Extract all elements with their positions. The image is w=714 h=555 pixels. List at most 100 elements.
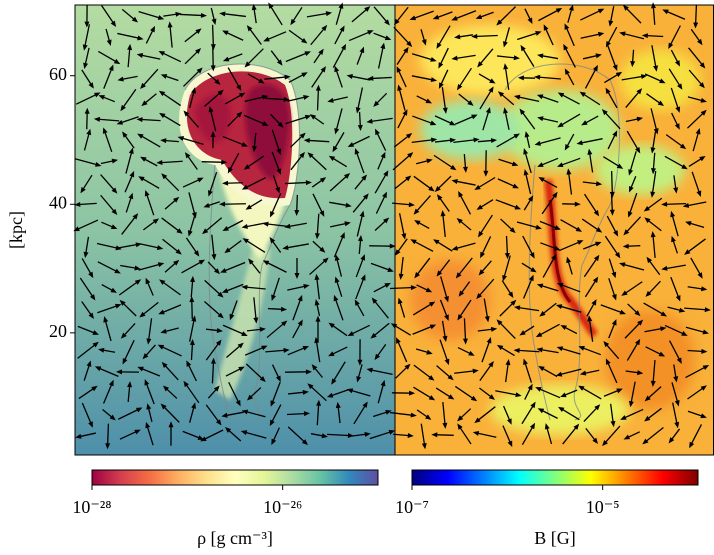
field-arrow <box>333 234 345 258</box>
arrow-head <box>304 51 311 56</box>
arrow-head <box>345 202 352 208</box>
arrow-head <box>307 152 314 159</box>
field-arrow <box>226 428 242 442</box>
arrow-head <box>628 169 634 176</box>
arrow-head <box>321 24 328 32</box>
arrow-head <box>280 306 288 312</box>
field-arrow <box>118 243 140 249</box>
arrow-head <box>478 269 485 276</box>
arrow-head <box>653 128 659 135</box>
arrow-head <box>527 383 533 391</box>
arrow-head <box>297 294 303 302</box>
arrow-head <box>578 385 585 391</box>
field-arrow <box>189 89 195 109</box>
field-arrow <box>316 87 320 111</box>
arrow-head <box>670 210 676 218</box>
arrow-head <box>387 267 394 272</box>
field-arrow <box>559 283 581 293</box>
field-arrow <box>539 157 559 167</box>
arrow-head <box>211 18 217 25</box>
arrow-head <box>410 285 417 291</box>
field-arrow <box>375 194 387 214</box>
arrow-head <box>645 290 652 297</box>
field-arrow <box>104 318 112 342</box>
arrow-head <box>161 173 168 180</box>
field-arrow <box>628 192 638 216</box>
arrow-head <box>168 421 174 428</box>
arrow-head <box>144 189 150 197</box>
field-arrow <box>222 261 246 273</box>
arrow-head <box>160 328 167 334</box>
arrow-head <box>564 68 570 75</box>
arrow-head <box>673 376 679 383</box>
arrow-head <box>592 437 599 445</box>
arrow-head <box>595 53 602 59</box>
field-arrow <box>436 175 452 191</box>
arrow-head <box>539 310 546 317</box>
field-arrow <box>540 366 558 378</box>
arrow-head <box>132 213 139 220</box>
arrow-head <box>634 338 641 346</box>
field-arrow <box>201 161 225 163</box>
arrow-head <box>216 327 223 333</box>
arrow-head <box>609 209 615 216</box>
field-arrow <box>244 410 266 418</box>
arrow-head <box>334 276 340 283</box>
arrow-head <box>657 100 665 107</box>
field-arrow <box>285 115 309 125</box>
field-arrow <box>564 46 576 68</box>
arrow-head <box>347 433 354 438</box>
field-arrow <box>208 171 218 195</box>
arrow-head <box>189 296 195 303</box>
field-arrow <box>481 339 491 363</box>
field-arrow <box>581 218 601 232</box>
field-arrow <box>330 222 348 228</box>
field-arrow <box>98 50 118 64</box>
arrow-head <box>115 245 122 251</box>
arrow-head <box>444 314 449 321</box>
field-arrow <box>580 346 602 356</box>
arrow-head <box>227 167 233 174</box>
field-arrow <box>265 223 287 227</box>
field-arrow <box>644 427 664 443</box>
arrow-head <box>630 60 636 68</box>
arrow-head <box>535 332 543 338</box>
field-arrow <box>671 382 679 404</box>
arrow-head <box>627 211 633 218</box>
field-arrow <box>369 430 393 440</box>
arrow-head <box>224 426 232 433</box>
arrow-head <box>361 174 368 181</box>
field-arrow <box>185 237 199 255</box>
field-arrow <box>332 361 346 383</box>
field-arrow <box>253 297 257 321</box>
field-arrow <box>188 216 196 234</box>
field-arrow <box>370 76 392 80</box>
arrow-head <box>389 243 396 249</box>
arrow-head <box>197 177 204 183</box>
arrow-head <box>644 395 651 402</box>
arrow-head <box>83 62 89 70</box>
field-arrow <box>621 75 645 81</box>
field-arrow <box>644 73 664 83</box>
field-arrow <box>306 139 330 143</box>
field-arrow <box>286 412 308 416</box>
arrow-head <box>269 237 276 244</box>
arrow-head <box>404 363 411 370</box>
arrow-head <box>167 21 173 28</box>
colorbar-label: ρ [g cm⁻³] <box>197 528 273 548</box>
arrow-head <box>299 151 305 159</box>
field-arrow <box>182 178 202 188</box>
arrow-head <box>704 307 711 313</box>
arrow-head <box>451 15 458 21</box>
field-arrow <box>621 32 645 40</box>
arrow-head <box>305 369 312 375</box>
field-arrow <box>687 111 705 129</box>
field-arrow <box>560 407 580 421</box>
field-arrow <box>565 25 575 47</box>
field-arrow <box>434 434 454 436</box>
arrow-head <box>262 260 270 266</box>
arrow-head <box>240 430 248 436</box>
arrow-head <box>162 385 170 392</box>
field-arrow <box>413 175 433 191</box>
field-arrow <box>670 276 680 300</box>
